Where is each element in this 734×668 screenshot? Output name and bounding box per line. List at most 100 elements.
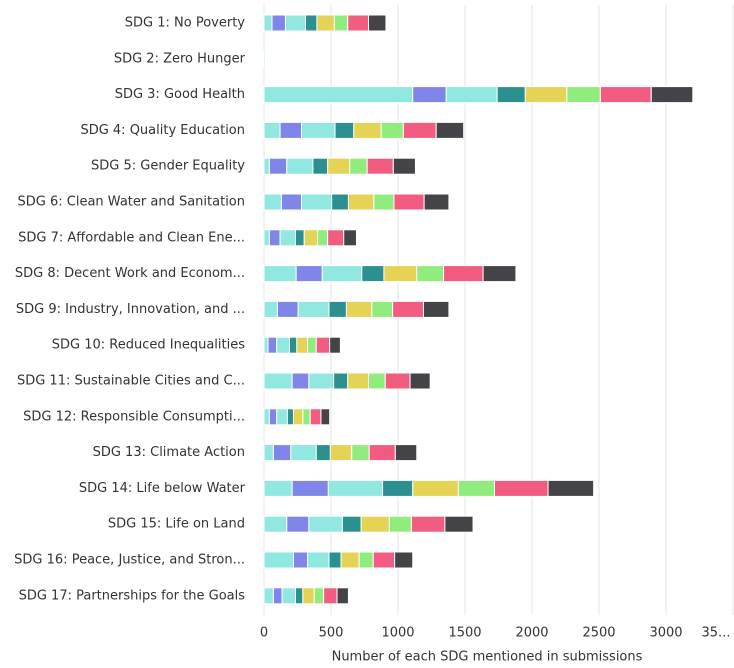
bar-segment [445,86,498,104]
bar-segment [412,479,459,497]
x-tick-label: 1000 [381,626,414,641]
bar-segment [327,229,345,247]
bar-segment [281,587,296,605]
bar-segment [267,336,278,354]
bar-segment [482,265,517,283]
bar-segment [263,551,294,569]
bar-segment [272,587,283,605]
bar-segment [423,193,450,211]
y-tick-label: SDG 2: Zero Hunger [114,51,246,66]
bar-segment [279,229,296,247]
y-tick-label: SDG 1: No Poverty [125,16,246,31]
bar-segment [279,121,303,139]
bar-segment [296,336,309,354]
bar-segment [341,515,362,533]
bar-segment [372,551,396,569]
bar-segment [340,551,360,569]
bar-segment [303,229,319,247]
y-tick-label: SDG 6: Clean Water and Sanitation [18,195,245,210]
y-tick-label: SDG 8: Decent Work and Econom... [15,266,245,281]
bar-segment [294,229,305,247]
x-tick-label: 35... [702,626,731,641]
bar-segment [292,551,309,569]
x-tick-label: 3000 [649,626,682,641]
x-tick-label: 0 [260,626,268,641]
bar-segment [295,265,323,283]
bar-segment [329,444,353,462]
y-tick-label: SDG 11: Sustainable Cities and C... [17,374,245,389]
bar-segment [327,157,351,175]
bar-segment [268,157,288,175]
bar-segment [349,157,368,175]
y-tick-label: SDG 16: Peace, Justice, and Stron... [14,553,245,568]
bar-segment [263,121,281,139]
bar-segment [291,372,310,390]
bar-segment [410,515,446,533]
bar-segment [263,86,414,104]
bar-segment [308,515,343,533]
y-tick-label: SDG 3: Good Health [115,87,245,102]
bar-segment [321,265,363,283]
bar-segment [263,229,270,247]
bar-segment [323,587,338,605]
y-tick-label: SDG 14: Life below Water [79,481,246,496]
bar-segment [268,229,281,247]
bar-segment [276,300,299,318]
bar-segment [263,372,293,390]
y-tick-label: SDG 13: Climate Action [93,445,245,460]
bar-segment [496,86,526,104]
bar-segment [263,300,278,318]
bar-segment [288,336,298,354]
bar-segment [331,193,349,211]
bar-segment [276,336,290,354]
bar-segment [307,336,317,354]
bar-segment [457,479,495,497]
bar-segment [336,587,349,605]
bar-segment [263,587,274,605]
bar-segment [333,372,349,390]
bar-segment [371,300,394,318]
x-axis-title: Number of each SDG mentioned in submissi… [332,650,643,665]
bar-segment [263,193,282,211]
x-tick-label: 500 [319,626,344,641]
bar-segment [263,265,297,283]
bar-segment [315,444,331,462]
bar-segment [263,408,270,426]
bar-segment [394,551,414,569]
bar-segment [268,408,278,426]
bar-segment [315,336,331,354]
bar-segment [368,14,387,32]
bar-segment [435,121,465,139]
bar-segment [388,515,412,533]
bar-segment [409,372,431,390]
bar-segment [347,14,370,32]
bar-segment [366,157,394,175]
bar-segment [361,265,385,283]
y-tick-label: SDG 12: Responsible Consumpti... [23,409,245,424]
bar-segment [353,121,382,139]
bar-segment [416,265,445,283]
bar-segment [368,444,396,462]
bar-segment [297,300,330,318]
bar-segment [392,157,416,175]
bar-segment [263,50,266,68]
bar-segment [327,479,384,497]
y-tick-label: SDG 5: Gender Equality [91,159,245,174]
bar-segment [263,444,274,462]
bar-segment [334,121,355,139]
y-tick-label: SDG 7: Affordable and Clean Ene... [18,230,245,245]
bar-segment [412,86,447,104]
bar-segment [263,14,273,32]
bar-segment [383,265,418,283]
y-tick-label: SDG 17: Partnerships for the Goals [19,588,246,603]
bar-segment [309,408,322,426]
x-tick-label: 2500 [582,626,615,641]
bar-segment [422,300,450,318]
bar-segment [547,479,595,497]
bar-segment [286,408,294,426]
bar-segment [347,193,375,211]
bar-segment [284,14,307,32]
bar-segment [312,157,329,175]
bar-segment [294,587,304,605]
